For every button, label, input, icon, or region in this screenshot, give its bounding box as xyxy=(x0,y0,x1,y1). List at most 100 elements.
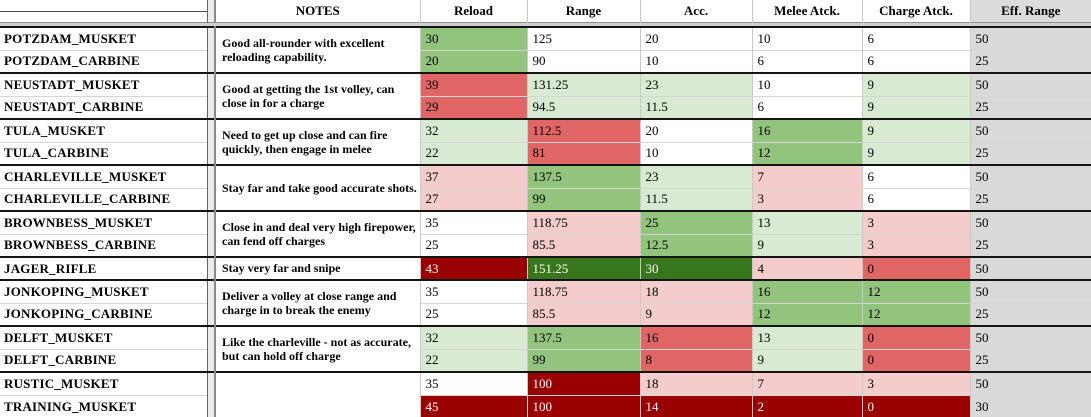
stat-cell-reload[interactable]: 27 xyxy=(419,187,527,211)
stat-cell-effrange[interactable]: 25 xyxy=(969,95,1091,119)
weapon-name-cell[interactable]: JONKOPING_MUSKET xyxy=(0,279,208,303)
stat-cell-reload[interactable]: 45 xyxy=(419,394,527,417)
stat-cell-reload[interactable]: 22 xyxy=(419,141,527,165)
stat-cell-acc[interactable]: 20 xyxy=(639,26,752,50)
stat-cell-range[interactable]: 85.5 xyxy=(526,233,640,257)
weapon-name-cell[interactable]: TRAINING_MUSKET xyxy=(0,394,208,417)
stat-cell-reload[interactable]: 30 xyxy=(419,26,527,50)
stat-cell-charge[interactable]: 9 xyxy=(861,72,970,96)
stat-cell-range[interactable]: 94.5 xyxy=(526,95,640,119)
stat-cell-reload[interactable]: 43 xyxy=(419,256,527,280)
stat-cell-acc[interactable]: 9 xyxy=(639,302,752,326)
weapon-name-cell[interactable]: NEUSTADT_CARBINE xyxy=(0,95,208,119)
column-header-reload[interactable]: Reload xyxy=(419,0,527,23)
stat-cell-acc[interactable]: 30 xyxy=(639,256,752,280)
weapon-name-cell[interactable]: RUSTIC_MUSKET xyxy=(0,371,208,395)
weapon-name-cell[interactable]: POTZDAM_CARBINE xyxy=(0,49,208,73)
stat-cell-effrange[interactable]: 25 xyxy=(969,187,1091,211)
stat-cell-range[interactable]: 137.5 xyxy=(526,164,640,188)
weapon-name-cell[interactable]: NEUSTADT_MUSKET xyxy=(0,72,208,96)
weapon-name-cell[interactable]: JAGER_RIFLE xyxy=(0,256,208,280)
stat-cell-range[interactable]: 131.25 xyxy=(526,72,640,96)
stat-cell-range[interactable]: 85.5 xyxy=(526,302,640,326)
weapon-name-cell[interactable]: TULA_CARBINE xyxy=(0,141,208,165)
stat-cell-charge[interactable]: 9 xyxy=(861,118,970,142)
stat-cell-melee[interactable]: 2 xyxy=(751,394,862,417)
stat-cell-effrange[interactable]: 50 xyxy=(969,256,1091,280)
stat-cell-charge[interactable]: 12 xyxy=(861,279,970,303)
stat-cell-charge[interactable]: 3 xyxy=(861,371,970,395)
stat-cell-range[interactable]: 118.75 xyxy=(526,210,640,234)
stat-cell-reload[interactable]: 32 xyxy=(419,325,527,349)
stat-cell-melee[interactable]: 10 xyxy=(751,72,862,96)
stat-cell-reload[interactable]: 20 xyxy=(419,49,527,73)
stat-cell-reload[interactable]: 35 xyxy=(419,279,527,303)
stat-cell-melee[interactable]: 9 xyxy=(751,233,862,257)
stat-cell-effrange[interactable]: 30 xyxy=(969,394,1091,417)
weapon-name-cell[interactable]: CHARLEVILLE_MUSKET xyxy=(0,164,208,188)
weapon-name-cell[interactable]: DELFT_CARBINE xyxy=(0,348,208,372)
stat-cell-acc[interactable]: 20 xyxy=(639,118,752,142)
stat-cell-melee[interactable]: 12 xyxy=(751,302,862,326)
weapon-name-cell[interactable]: CHARLEVILLE_CARBINE xyxy=(0,187,208,211)
stat-cell-charge[interactable]: 6 xyxy=(861,187,970,211)
stat-cell-reload[interactable]: 25 xyxy=(419,302,527,326)
stat-cell-melee[interactable]: 10 xyxy=(751,26,862,50)
stat-cell-acc[interactable]: 11.5 xyxy=(639,95,752,119)
stat-cell-effrange[interactable]: 25 xyxy=(969,348,1091,372)
stat-cell-melee[interactable]: 6 xyxy=(751,95,862,119)
stat-cell-melee[interactable]: 4 xyxy=(751,256,862,280)
column-header-melee-atck[interactable]: Melee Atck. xyxy=(751,0,862,23)
stat-cell-charge[interactable]: 9 xyxy=(861,141,970,165)
stat-cell-charge[interactable]: 3 xyxy=(861,210,970,234)
stat-cell-acc[interactable]: 11.5 xyxy=(639,187,752,211)
stat-cell-acc[interactable]: 10 xyxy=(639,49,752,73)
notes-cell[interactable]: Like the charleville - not as accurate, … xyxy=(214,325,420,372)
stat-cell-acc[interactable]: 23 xyxy=(639,164,752,188)
stat-cell-charge[interactable]: 0 xyxy=(861,394,970,417)
stat-cell-effrange[interactable]: 50 xyxy=(969,26,1091,50)
notes-cell[interactable]: Stay far and take good accurate shots. xyxy=(214,164,420,211)
stat-cell-reload[interactable]: 25 xyxy=(419,233,527,257)
stat-cell-acc[interactable]: 16 xyxy=(639,325,752,349)
stat-cell-effrange[interactable]: 25 xyxy=(969,302,1091,326)
stat-cell-acc[interactable]: 25 xyxy=(639,210,752,234)
stat-cell-charge[interactable]: 3 xyxy=(861,233,970,257)
stat-cell-reload[interactable]: 39 xyxy=(419,72,527,96)
stat-cell-reload[interactable]: 22 xyxy=(419,348,527,372)
stat-cell-charge[interactable]: 6 xyxy=(861,164,970,188)
stat-cell-melee[interactable]: 9 xyxy=(751,348,862,372)
stat-cell-effrange[interactable]: 50 xyxy=(969,164,1091,188)
stat-cell-acc[interactable]: 14 xyxy=(639,394,752,417)
column-header-notes[interactable]: NOTES xyxy=(214,0,420,23)
stat-cell-melee[interactable]: 12 xyxy=(751,141,862,165)
notes-cell[interactable]: Stay very far and snipe xyxy=(214,256,420,280)
stat-cell-melee[interactable]: 16 xyxy=(751,118,862,142)
stat-cell-range[interactable]: 100 xyxy=(526,371,640,395)
stat-cell-melee[interactable]: 3 xyxy=(751,187,862,211)
weapon-name-cell[interactable]: POTZDAM_MUSKET xyxy=(0,26,208,50)
column-header-eff-range[interactable]: Eff. Range xyxy=(969,0,1091,23)
notes-cell[interactable]: Deliver a volley at close range and char… xyxy=(214,279,420,326)
stat-cell-acc[interactable]: 8 xyxy=(639,348,752,372)
stat-cell-effrange[interactable]: 25 xyxy=(969,141,1091,165)
stat-cell-effrange[interactable]: 50 xyxy=(969,118,1091,142)
stat-cell-charge[interactable]: 0 xyxy=(861,256,970,280)
stat-cell-reload[interactable]: 32 xyxy=(419,118,527,142)
stat-cell-reload[interactable]: 35 xyxy=(419,371,527,395)
column-header-range[interactable]: Range xyxy=(526,0,640,23)
stat-cell-melee[interactable]: 6 xyxy=(751,49,862,73)
stat-cell-range[interactable]: 81 xyxy=(526,141,640,165)
stat-cell-acc[interactable]: 23 xyxy=(639,72,752,96)
stat-cell-reload[interactable]: 35 xyxy=(419,210,527,234)
weapon-name-cell[interactable]: DELFT_MUSKET xyxy=(0,325,208,349)
stat-cell-effrange[interactable]: 50 xyxy=(969,371,1091,395)
notes-cell[interactable]: Good all-rounder with excellent reloadin… xyxy=(214,26,420,73)
stat-cell-effrange[interactable]: 50 xyxy=(969,279,1091,303)
notes-cell[interactable] xyxy=(214,371,420,417)
stat-cell-range[interactable]: 112.5 xyxy=(526,118,640,142)
stat-cell-range[interactable]: 137.5 xyxy=(526,325,640,349)
notes-cell[interactable]: Close in and deal very high firepower, c… xyxy=(214,210,420,257)
stat-cell-melee[interactable]: 13 xyxy=(751,325,862,349)
stat-cell-charge[interactable]: 0 xyxy=(861,348,970,372)
